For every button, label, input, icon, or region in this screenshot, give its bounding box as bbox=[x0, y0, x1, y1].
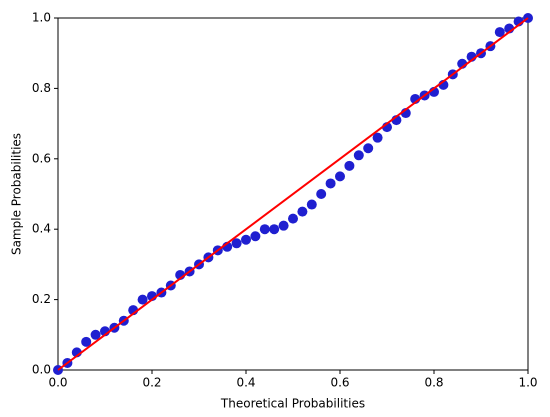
y-tick-label: 0.8 bbox=[32, 81, 51, 95]
point bbox=[363, 143, 374, 154]
point bbox=[137, 294, 148, 305]
point bbox=[306, 199, 317, 210]
point bbox=[250, 231, 261, 242]
y-tick-label: 0.6 bbox=[32, 151, 51, 165]
y-tick-label: 0.2 bbox=[32, 292, 51, 306]
point bbox=[494, 27, 505, 38]
y-tick-label: 0.4 bbox=[32, 222, 51, 236]
point bbox=[90, 329, 101, 340]
point bbox=[278, 220, 289, 231]
point bbox=[316, 189, 327, 199]
y-tick-label: 0.0 bbox=[32, 363, 51, 377]
point bbox=[325, 178, 336, 189]
x-tick-label: 0.0 bbox=[48, 376, 67, 390]
point bbox=[231, 238, 242, 249]
x-tick-label: 0.4 bbox=[236, 376, 255, 390]
reference-line bbox=[57, 17, 529, 371]
point bbox=[353, 150, 364, 161]
x-tick-label: 0.8 bbox=[424, 376, 443, 390]
point bbox=[269, 224, 280, 235]
point bbox=[288, 213, 298, 224]
point bbox=[241, 234, 251, 245]
point bbox=[344, 160, 355, 171]
point bbox=[335, 171, 345, 182]
y-axis-label: Sample Probabilities bbox=[10, 133, 24, 255]
x-axis-label: Theoretical Probabilities bbox=[220, 397, 365, 411]
point bbox=[372, 132, 383, 143]
x-tick-label: 0.6 bbox=[330, 376, 349, 390]
y-tick-label: 1.0 bbox=[32, 11, 51, 25]
point bbox=[297, 206, 308, 217]
x-tick-label: 0.2 bbox=[142, 376, 161, 390]
point bbox=[259, 224, 270, 235]
x-tick-label: 1.0 bbox=[518, 376, 537, 390]
point bbox=[81, 336, 92, 347]
